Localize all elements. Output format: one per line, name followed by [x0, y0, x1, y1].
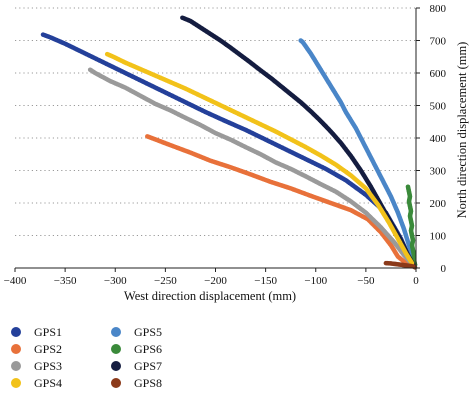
legend-label: GPS3 — [34, 359, 62, 373]
legend: GPS1 GPS5 GPS2 GPS6 GPS3 GPS7 GPS4 GPS8 — [11, 325, 162, 390]
legend-label: GPS7 — [134, 359, 162, 373]
legend-label: GPS6 — [134, 342, 162, 356]
y-tick-label: 100 — [430, 231, 447, 243]
x-tick-label: −250 — [154, 275, 177, 287]
x-tick-label: −200 — [204, 275, 227, 287]
y-tick-label: 500 — [430, 101, 447, 113]
legend-label: GPS5 — [134, 325, 162, 339]
legend-item-gps1: GPS1 — [11, 325, 62, 339]
legend-marker — [11, 344, 21, 354]
x-tick-label: −350 — [54, 275, 77, 287]
y-tick-label: 0 — [441, 263, 447, 275]
y-tick-label: 800 — [430, 3, 447, 15]
x-axis-label: West direction displacement (mm) — [124, 289, 296, 303]
legend-label: GPS2 — [34, 342, 62, 356]
y-tick-label: 300 — [430, 166, 447, 178]
series-layer — [40, 15, 418, 270]
x-tick-label: −50 — [357, 275, 375, 287]
grid-lines — [15, 7, 416, 236]
legend-marker — [111, 378, 121, 388]
legend-item-gps5: GPS5 — [111, 325, 162, 339]
legend-marker — [11, 327, 21, 337]
x-tick-labels: −400 −350 −300 −250 −200 −150 −100 −50 0 — [4, 275, 420, 287]
x-tick-label: −300 — [104, 275, 127, 287]
legend-item-gps8: GPS8 — [111, 376, 162, 390]
legend-marker — [111, 327, 121, 337]
legend-item-gps6: GPS6 — [111, 342, 162, 356]
legend-label: GPS8 — [134, 376, 162, 390]
legend-item-gps3: GPS3 — [11, 359, 62, 373]
legend-marker — [111, 361, 121, 371]
series-gps1 — [40, 32, 417, 269]
series-gps4 — [104, 51, 415, 266]
y-tick-label: 700 — [430, 36, 447, 48]
legend-item-gps2: GPS2 — [11, 342, 62, 356]
legend-item-gps7: GPS7 — [111, 359, 162, 373]
y-tick-label: 600 — [430, 68, 447, 80]
data-point — [412, 265, 418, 270]
x-tick-label: −400 — [4, 275, 27, 287]
axes — [14, 7, 420, 272]
x-tick-label: 0 — [413, 275, 419, 287]
legend-label: GPS4 — [34, 376, 62, 390]
x-tick-label: −100 — [304, 275, 327, 287]
y-tick-label: 400 — [430, 133, 447, 145]
y-tick-labels: 0 100 200 300 400 500 600 700 800 — [430, 3, 447, 275]
legend-item-gps4: GPS4 — [11, 376, 62, 390]
x-tick-label: −150 — [254, 275, 277, 287]
legend-marker — [11, 361, 21, 371]
legend-marker — [11, 378, 21, 388]
y-axis-label: North direction displacement (mm) — [455, 42, 469, 219]
legend-marker — [111, 344, 121, 354]
legend-label: GPS1 — [34, 325, 62, 339]
y-tick-label: 200 — [430, 198, 447, 210]
series-gps2 — [145, 134, 414, 269]
